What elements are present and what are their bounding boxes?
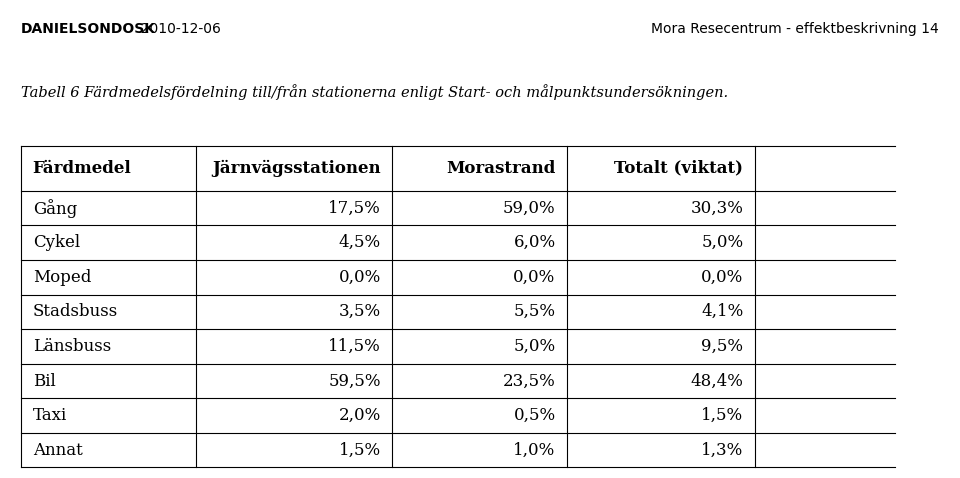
Text: 11,5%: 11,5%: [328, 338, 381, 355]
Text: 48,4%: 48,4%: [690, 372, 743, 390]
Text: 2010-12-06: 2010-12-06: [132, 22, 221, 35]
Text: Färdmedel: Färdmedel: [33, 160, 132, 177]
Text: 30,3%: 30,3%: [690, 199, 743, 217]
Text: 59,0%: 59,0%: [503, 199, 556, 217]
Text: Länsbuss: Länsbuss: [33, 338, 111, 355]
Text: 3,5%: 3,5%: [339, 304, 381, 320]
Text: 6,0%: 6,0%: [514, 234, 556, 251]
Text: 1,0%: 1,0%: [514, 442, 556, 459]
Text: 2,0%: 2,0%: [339, 407, 381, 424]
Text: 1,5%: 1,5%: [339, 442, 381, 459]
Text: Taxi: Taxi: [33, 407, 67, 424]
Text: 1,5%: 1,5%: [702, 407, 743, 424]
Text: Moped: Moped: [33, 269, 91, 286]
Text: 17,5%: 17,5%: [328, 199, 381, 217]
Text: Stadsbuss: Stadsbuss: [33, 304, 118, 320]
Text: 5,0%: 5,0%: [514, 338, 556, 355]
Text: Totalt (viktat): Totalt (viktat): [614, 160, 743, 177]
Text: 9,5%: 9,5%: [702, 338, 743, 355]
Text: 0,0%: 0,0%: [701, 269, 743, 286]
Text: 5,5%: 5,5%: [514, 304, 556, 320]
Text: 0,0%: 0,0%: [339, 269, 381, 286]
Text: Morastrand: Morastrand: [446, 160, 556, 177]
Text: Tabell 6 Färdmedelsfördelning till/från stationerna enligt Start- och målpunktsu: Tabell 6 Färdmedelsfördelning till/från …: [21, 84, 729, 99]
Text: Gång: Gång: [33, 198, 77, 217]
Text: 59,5%: 59,5%: [328, 372, 381, 390]
Text: 1,3%: 1,3%: [701, 442, 743, 459]
Text: 23,5%: 23,5%: [503, 372, 556, 390]
Text: Mora Resecentrum - effektbeskrivning 14: Mora Resecentrum - effektbeskrivning 14: [651, 22, 939, 35]
Text: 5,0%: 5,0%: [702, 234, 743, 251]
Text: Annat: Annat: [33, 442, 83, 459]
Text: 4,1%: 4,1%: [701, 304, 743, 320]
Text: Järnvägsstationen: Järnvägsstationen: [212, 160, 381, 177]
Text: 0,5%: 0,5%: [514, 407, 556, 424]
Text: Bil: Bil: [33, 372, 56, 390]
Text: DANIELSONDOSK: DANIELSONDOSK: [21, 22, 156, 35]
Text: 0,0%: 0,0%: [514, 269, 556, 286]
Text: Cykel: Cykel: [33, 234, 80, 251]
Text: 4,5%: 4,5%: [339, 234, 381, 251]
